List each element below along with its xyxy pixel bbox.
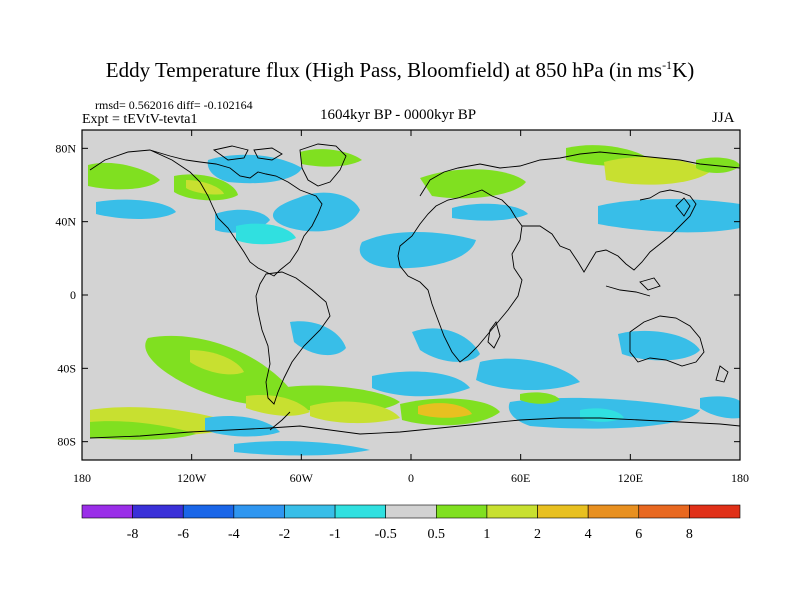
lon-tick-label: 60E	[511, 471, 530, 485]
lat-tick-label: 40S	[57, 361, 76, 375]
colorbar-swatch	[486, 504, 538, 519]
colorbar-swatch	[385, 504, 437, 519]
colorbar-label: -1	[329, 527, 341, 542]
anomaly-field	[88, 145, 740, 456]
colorbar-swatch	[233, 504, 285, 519]
latitude-axis: 80N 40N 0 40S 80S	[55, 141, 740, 449]
colorbar-label: -4	[228, 527, 240, 542]
lon-tick-label: 0	[408, 471, 414, 485]
lat-tick-label: 0	[70, 288, 76, 302]
colorbar-swatch	[182, 504, 235, 519]
colorbar-swatch	[334, 504, 386, 519]
colorbar-label: 6	[635, 527, 642, 542]
colorbar-label: -0.5	[375, 527, 397, 542]
lon-tick-label: 180	[731, 471, 749, 485]
colorbar-swatch	[132, 504, 184, 519]
colorbar-label: 4	[585, 527, 592, 542]
colorbar-swatch	[537, 504, 589, 519]
colorbar-label: -8	[127, 527, 139, 542]
colorbar: -8 -6 -4 -2 -1 -0.5 0.5 1 2 4 6 8	[81, 504, 741, 542]
coastlines	[89, 143, 740, 439]
colorbar-swatch	[81, 504, 133, 519]
lat-tick-label: 80N	[55, 141, 76, 155]
colorbar-label: 1	[483, 527, 490, 542]
colorbar-label: 0.5	[428, 527, 446, 542]
colorbar-label: 8	[686, 527, 693, 542]
lat-tick-label: 40N	[55, 215, 76, 229]
lon-tick-label: 60W	[290, 471, 314, 485]
experiment-label: Expt = tEVtV-tevta1	[82, 112, 198, 127]
colorbar-swatch	[587, 504, 640, 519]
lon-tick-label: 120E	[618, 471, 643, 485]
colorbar-swatch	[638, 504, 690, 519]
colorbar-label: -2	[279, 527, 291, 542]
rmsd-diff-label: rmsd= 0.562016 diff= -0.102164	[95, 98, 253, 112]
colorbar-swatch	[689, 504, 741, 519]
lon-tick-label: 120W	[177, 471, 207, 485]
colorbar-swatch	[284, 504, 336, 519]
figure-title: Eddy Temperature flux (High Pass, Bloomf…	[105, 58, 695, 82]
period-label: 1604kyr BP - 0000kyr BP	[320, 107, 477, 123]
longitude-axis: 180 120W 60W 0 60E 120E 180	[73, 130, 749, 485]
season-label: JJA	[712, 110, 735, 126]
colorbar-swatch	[436, 504, 488, 519]
colorbar-label: 2	[534, 527, 541, 542]
lat-tick-label: 80S	[57, 435, 76, 449]
lon-tick-label: 180	[73, 471, 91, 485]
colorbar-label: -6	[177, 527, 189, 542]
